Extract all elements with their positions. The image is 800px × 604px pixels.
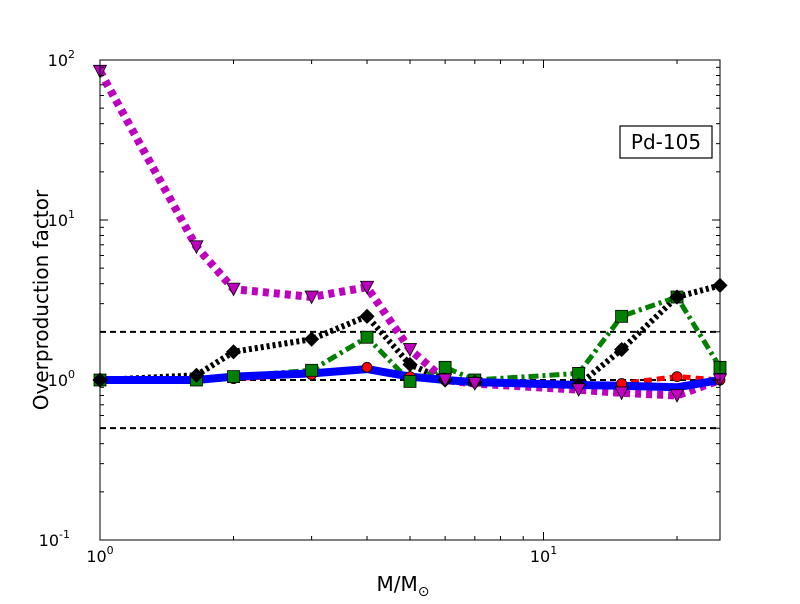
data-point	[615, 309, 629, 323]
y-tick-label: 100	[48, 368, 75, 390]
data-point	[437, 373, 453, 388]
data-point	[359, 308, 375, 324]
data-point	[669, 289, 685, 305]
data-point	[402, 356, 418, 373]
x-axis-label-subscript: ⊙	[418, 584, 430, 600]
series-line	[100, 69, 720, 400]
x-tick-label: 101	[530, 544, 557, 566]
y-tick-label: 102	[48, 48, 75, 70]
data-point	[227, 370, 240, 384]
data-point	[571, 383, 586, 398]
data-point	[361, 361, 373, 373]
data-point	[403, 375, 417, 388]
x-axis-label: M/M⊙	[377, 572, 430, 600]
data-point	[304, 331, 320, 347]
y-axis-label: Overproduction factor	[29, 189, 53, 410]
data-point	[360, 330, 374, 344]
data-point	[225, 344, 242, 360]
data-point	[189, 240, 204, 255]
data-point	[304, 290, 319, 305]
annotation-label: Pd-105	[631, 130, 701, 154]
data-point	[305, 363, 319, 377]
y-tick-label: 10-1	[39, 528, 70, 550]
data-point	[438, 360, 452, 374]
data-point	[614, 341, 630, 358]
x-tick-label: 100	[86, 544, 113, 566]
data-point	[188, 367, 205, 383]
y-tick-label: 101	[48, 208, 75, 230]
data-point	[402, 343, 418, 357]
series-line	[100, 282, 720, 388]
data-point	[671, 371, 683, 383]
annotation-box: Pd-105	[619, 125, 713, 159]
data-point	[226, 282, 241, 297]
data-point	[669, 389, 685, 403]
data-point	[614, 386, 629, 401]
data-point	[467, 377, 482, 391]
data-point	[359, 280, 375, 295]
